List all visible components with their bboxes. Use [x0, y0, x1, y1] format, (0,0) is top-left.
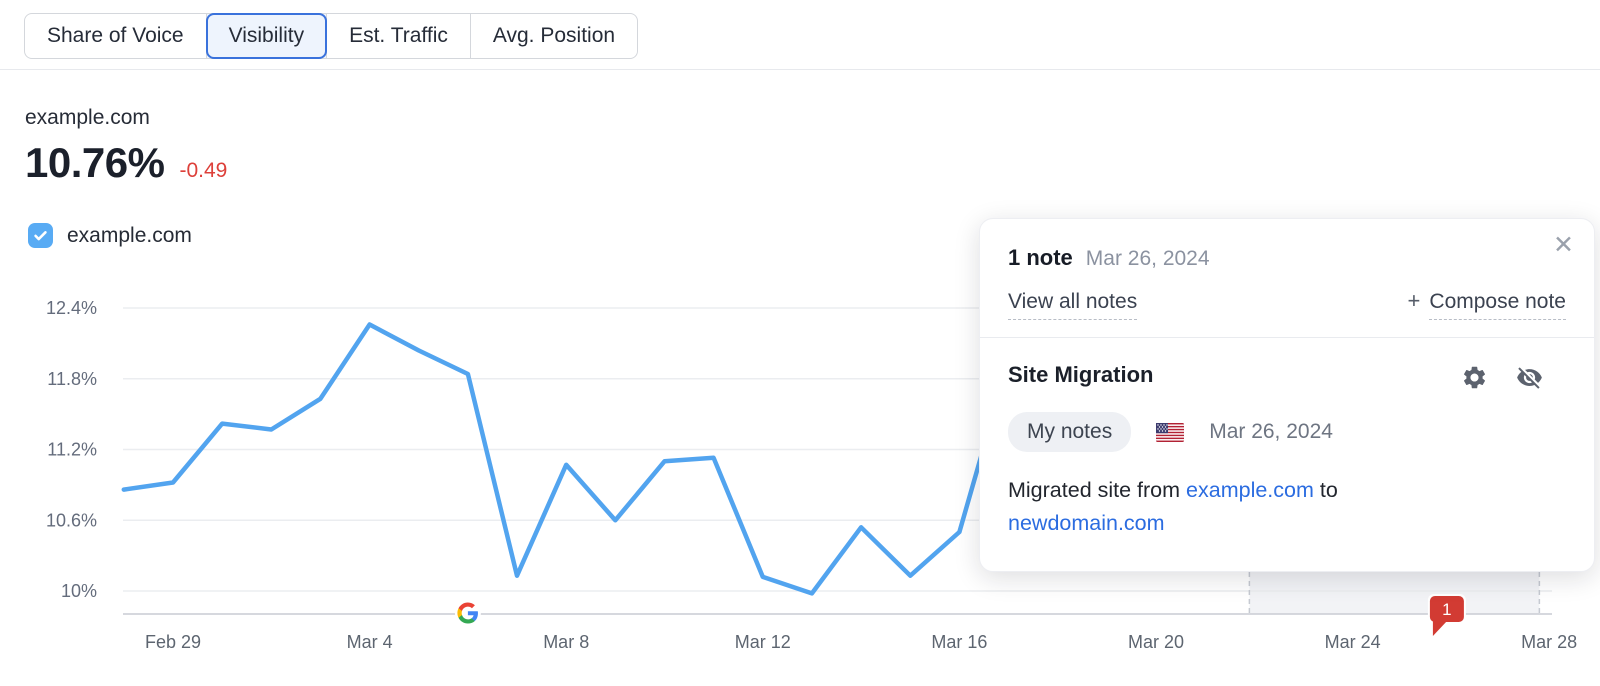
note-text-between: to	[1319, 478, 1338, 502]
us-flag-icon	[1156, 422, 1185, 442]
chart-legend: example.com	[28, 223, 192, 248]
metric-block: example.com 10.76% -0.49	[25, 106, 227, 187]
note-text-before: Migrated site from	[1008, 478, 1181, 502]
note-link-newdomain[interactable]: newdomain.com	[1008, 511, 1165, 535]
compose-note-button[interactable]: + Compose note	[1408, 288, 1566, 320]
checkbox-check-icon	[34, 231, 47, 241]
gear-icon[interactable]	[1461, 364, 1488, 391]
x-axis-label: Mar 24	[1325, 632, 1381, 652]
note-marker[interactable]: 1	[1427, 594, 1466, 641]
y-axis-label: 12.4%	[46, 298, 97, 318]
x-axis-label: Feb 29	[145, 632, 201, 652]
notes-header-date: Mar 26, 2024	[1085, 247, 1210, 270]
google-update-icon[interactable]	[454, 600, 481, 626]
eye-slash-icon[interactable]	[1516, 364, 1543, 391]
metric-value: 10.76%	[25, 139, 165, 186]
legend-label: example.com	[67, 223, 192, 247]
metric-tab-group: Share of Voice Visibility Est. Traffic Avg.…	[24, 13, 639, 59]
compose-note-link[interactable]: Compose note	[1429, 290, 1566, 320]
tab-share-of-voice[interactable]: Share of Voice	[25, 14, 207, 58]
plus-icon: +	[1407, 288, 1421, 313]
note-marker-count: 1	[1442, 600, 1451, 619]
note-title: Site Migration	[1008, 362, 1154, 387]
notes-popup: ✕ 1 note Mar 26, 2024 View all notes + C…	[979, 218, 1595, 572]
x-axis-label: Mar 20	[1128, 632, 1184, 652]
note-link-example[interactable]: example.com	[1186, 478, 1314, 502]
x-axis-label: Mar 12	[735, 632, 791, 652]
my-notes-badge: My notes	[1008, 412, 1132, 452]
notes-popup-header: 1 note Mar 26, 2024	[980, 219, 1594, 271]
metric-domain-label: example.com	[25, 106, 150, 129]
y-axis-label: 11.8%	[47, 369, 97, 389]
y-axis-label: 10.6%	[46, 510, 97, 530]
x-axis-label: Mar 16	[931, 632, 987, 652]
y-axis-label: 11.2%	[47, 440, 97, 460]
tab-est-traffic[interactable]: Est. Traffic	[327, 14, 471, 58]
legend-checkbox[interactable]	[28, 223, 53, 248]
x-axis-label: Mar 8	[543, 632, 589, 652]
close-icon[interactable]: ✕	[1553, 231, 1574, 259]
x-axis-label: Mar 4	[347, 632, 393, 652]
y-axis-label: 10%	[61, 581, 97, 601]
tab-avg-position[interactable]: Avg. Position	[470, 14, 638, 58]
note-card: Site Migration My notes	[980, 338, 1594, 540]
notes-count: 1 note	[1008, 245, 1073, 270]
metric-delta: -0.49	[179, 159, 228, 182]
note-date: Mar 26, 2024	[1209, 420, 1333, 443]
note-body-text: Migrated site from example.com to newdoma…	[1008, 474, 1488, 540]
tab-visibility[interactable]: Visibility	[205, 13, 328, 59]
view-all-notes-link[interactable]: View all notes	[1008, 290, 1138, 320]
x-axis-label: Mar 28	[1521, 632, 1577, 652]
series-line	[121, 322, 1011, 596]
top-tab-bar: Share of Voice Visibility Est. Traffic Avg.…	[0, 0, 1600, 70]
popup-divider	[980, 337, 1594, 338]
